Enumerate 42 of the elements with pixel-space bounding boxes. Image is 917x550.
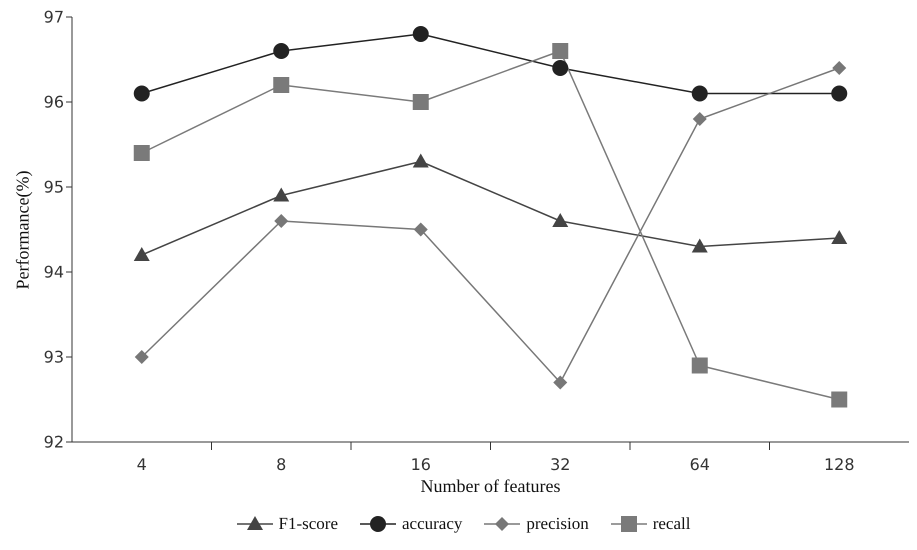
point (553, 376, 568, 390)
x-tick-label: 64 (690, 455, 710, 474)
legend-label: accuracy (402, 514, 462, 534)
point (692, 86, 708, 102)
point (414, 222, 428, 236)
point (134, 86, 150, 102)
point (273, 188, 290, 202)
point (831, 230, 848, 244)
y-tick-label: 94 (44, 262, 64, 282)
point (134, 350, 149, 364)
point (552, 60, 568, 76)
point (412, 154, 429, 168)
point (274, 214, 288, 228)
point (134, 145, 150, 161)
legend-label: recall (652, 514, 690, 534)
point (692, 112, 707, 126)
point (273, 77, 290, 93)
point (692, 358, 708, 374)
point (273, 43, 290, 59)
point (552, 43, 568, 59)
point (412, 94, 429, 110)
x-tick-label: 16 (410, 455, 431, 474)
legend-label: F1-score (278, 514, 338, 534)
y-axis-title: Performance(%) (12, 170, 32, 290)
x-tick-label: 128 (824, 455, 855, 474)
x-tick-label: 4 (136, 455, 147, 474)
y-tick-label: 93 (44, 348, 64, 367)
point (831, 392, 848, 408)
y-tick-label: 95 (44, 178, 64, 197)
y-tick-label: 92 (44, 432, 64, 452)
point (412, 26, 429, 42)
point (831, 86, 848, 102)
legend-label: precision (526, 514, 589, 534)
point (832, 61, 846, 75)
point (692, 238, 708, 252)
point (134, 247, 150, 261)
y-tick-label: 97 (44, 8, 64, 27)
y-tick-label: 96 (44, 92, 64, 112)
x-axis-title: Number of features (420, 476, 560, 496)
x-tick-label: 8 (276, 455, 286, 474)
point (552, 213, 568, 227)
x-tick-label: 32 (550, 455, 570, 474)
